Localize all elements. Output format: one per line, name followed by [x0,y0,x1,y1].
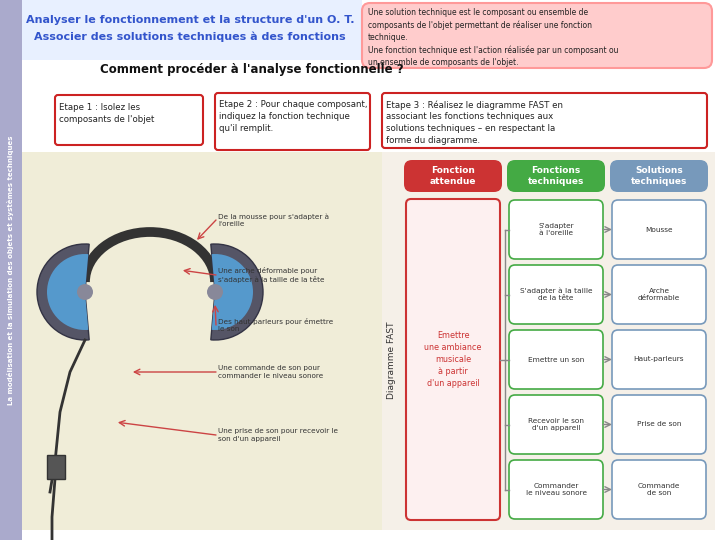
Text: Emettre un son: Emettre un son [528,356,584,362]
Text: Emettre
une ambiance
musicale
à partir
d'un appareil: Emettre une ambiance musicale à partir d… [424,332,482,388]
FancyBboxPatch shape [404,160,502,192]
FancyBboxPatch shape [55,95,203,145]
Text: Etape 3 : Réalisez le diagramme FAST en
associant les fonctions techniques aux
s: Etape 3 : Réalisez le diagramme FAST en … [386,100,563,145]
Circle shape [77,284,93,300]
FancyBboxPatch shape [22,152,382,530]
Text: Prise de son: Prise de son [636,422,681,428]
FancyBboxPatch shape [47,455,65,479]
Text: Associer des solutions techniques à des fonctions: Associer des solutions techniques à des … [34,32,346,42]
FancyBboxPatch shape [382,93,707,148]
Text: Commande
de son: Commande de son [638,483,680,496]
Wedge shape [211,244,263,340]
Text: Etape 2 : Pour chaque composant,
indiquez la fonction technique
qu'il remplit.: Etape 2 : Pour chaque composant, indique… [219,100,367,133]
Text: S'adapter
à l'oreille: S'adapter à l'oreille [538,222,574,237]
FancyBboxPatch shape [612,460,706,519]
Text: Arche
déformable: Arche déformable [638,288,680,301]
Text: De la mousse pour s'adapter à
l'oreille: De la mousse pour s'adapter à l'oreille [218,213,329,227]
Text: Une commande de son pour
commander le niveau sonore: Une commande de son pour commander le ni… [218,365,323,379]
FancyBboxPatch shape [509,330,603,389]
Wedge shape [37,244,89,340]
Wedge shape [47,254,89,330]
Text: Fonction
attendue: Fonction attendue [430,166,476,186]
Wedge shape [212,254,253,330]
Text: La modélisation et la simulation des objets et systèmes techniques: La modélisation et la simulation des obj… [7,135,14,405]
FancyBboxPatch shape [612,395,706,454]
FancyBboxPatch shape [362,3,712,68]
FancyBboxPatch shape [382,152,715,530]
FancyBboxPatch shape [406,199,500,520]
FancyBboxPatch shape [610,160,708,192]
Text: Des haut-parleurs pour émettre
le son: Des haut-parleurs pour émettre le son [218,318,333,332]
FancyBboxPatch shape [509,265,603,324]
Circle shape [207,284,223,300]
FancyBboxPatch shape [507,160,605,192]
FancyBboxPatch shape [612,330,706,389]
Text: Analyser le fonctionnement et la structure d'un O. T.: Analyser le fonctionnement et la structu… [26,15,354,25]
FancyBboxPatch shape [509,200,603,259]
FancyBboxPatch shape [509,395,603,454]
Text: Etape 1 : Isolez les
composants de l'objet: Etape 1 : Isolez les composants de l'obj… [59,103,154,124]
Text: Une arche déformable pour
s'adapter à la taille de la tête: Une arche déformable pour s'adapter à la… [218,267,325,283]
Text: Une solution technique est le composant ou ensemble de
composants de l'objet per: Une solution technique est le composant … [368,8,618,67]
FancyBboxPatch shape [612,200,706,259]
Text: S'adapter à la taille
de la tête: S'adapter à la taille de la tête [520,287,593,301]
Text: Fonctions
techniques: Fonctions techniques [528,166,584,186]
FancyBboxPatch shape [0,0,22,540]
Text: Comment procéder à l'analyse fonctionnelle ?: Comment procéder à l'analyse fonctionnel… [100,64,404,77]
Text: Recevoir le son
d'un appareil: Recevoir le son d'un appareil [528,418,584,431]
FancyBboxPatch shape [22,0,362,60]
Text: Diagramme FAST: Diagramme FAST [387,321,397,399]
FancyBboxPatch shape [215,93,370,150]
FancyBboxPatch shape [509,460,603,519]
Text: Solutions
techniques: Solutions techniques [631,166,687,186]
FancyBboxPatch shape [612,265,706,324]
Text: Haut-parleurs: Haut-parleurs [634,356,684,362]
Text: Mousse: Mousse [645,226,672,233]
Text: Une prise de son pour recevoir le
son d'un appareil: Une prise de son pour recevoir le son d'… [218,428,338,442]
Text: Commander
le niveau sonore: Commander le niveau sonore [526,483,587,496]
